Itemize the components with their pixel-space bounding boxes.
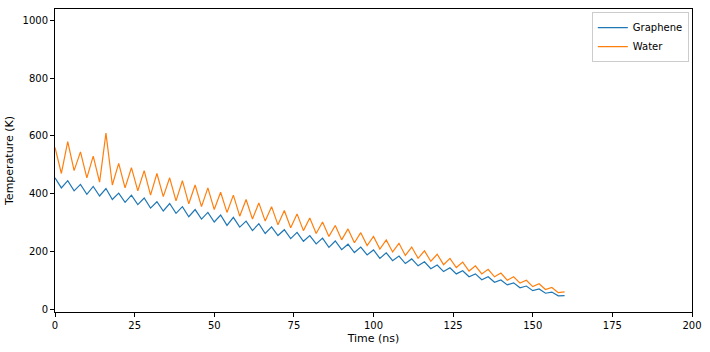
svg-text:75: 75 [288,320,301,331]
svg-text:200: 200 [682,320,701,331]
svg-text:Graphene: Graphene [633,22,682,33]
svg-text:200: 200 [29,246,48,257]
svg-text:0: 0 [52,320,58,331]
svg-text:175: 175 [603,320,622,331]
svg-text:1000: 1000 [23,15,48,26]
svg-text:400: 400 [29,188,48,199]
svg-text:150: 150 [523,320,542,331]
svg-text:Time (ns): Time (ns) [347,332,400,345]
svg-text:25: 25 [128,320,141,331]
svg-text:800: 800 [29,73,48,84]
svg-text:0: 0 [42,304,48,315]
svg-text:Water: Water [633,41,663,52]
svg-text:Temperature (K): Temperature (K) [3,116,16,206]
svg-text:125: 125 [444,320,463,331]
svg-text:100: 100 [364,320,383,331]
svg-text:50: 50 [208,320,221,331]
svg-text:600: 600 [29,130,48,141]
